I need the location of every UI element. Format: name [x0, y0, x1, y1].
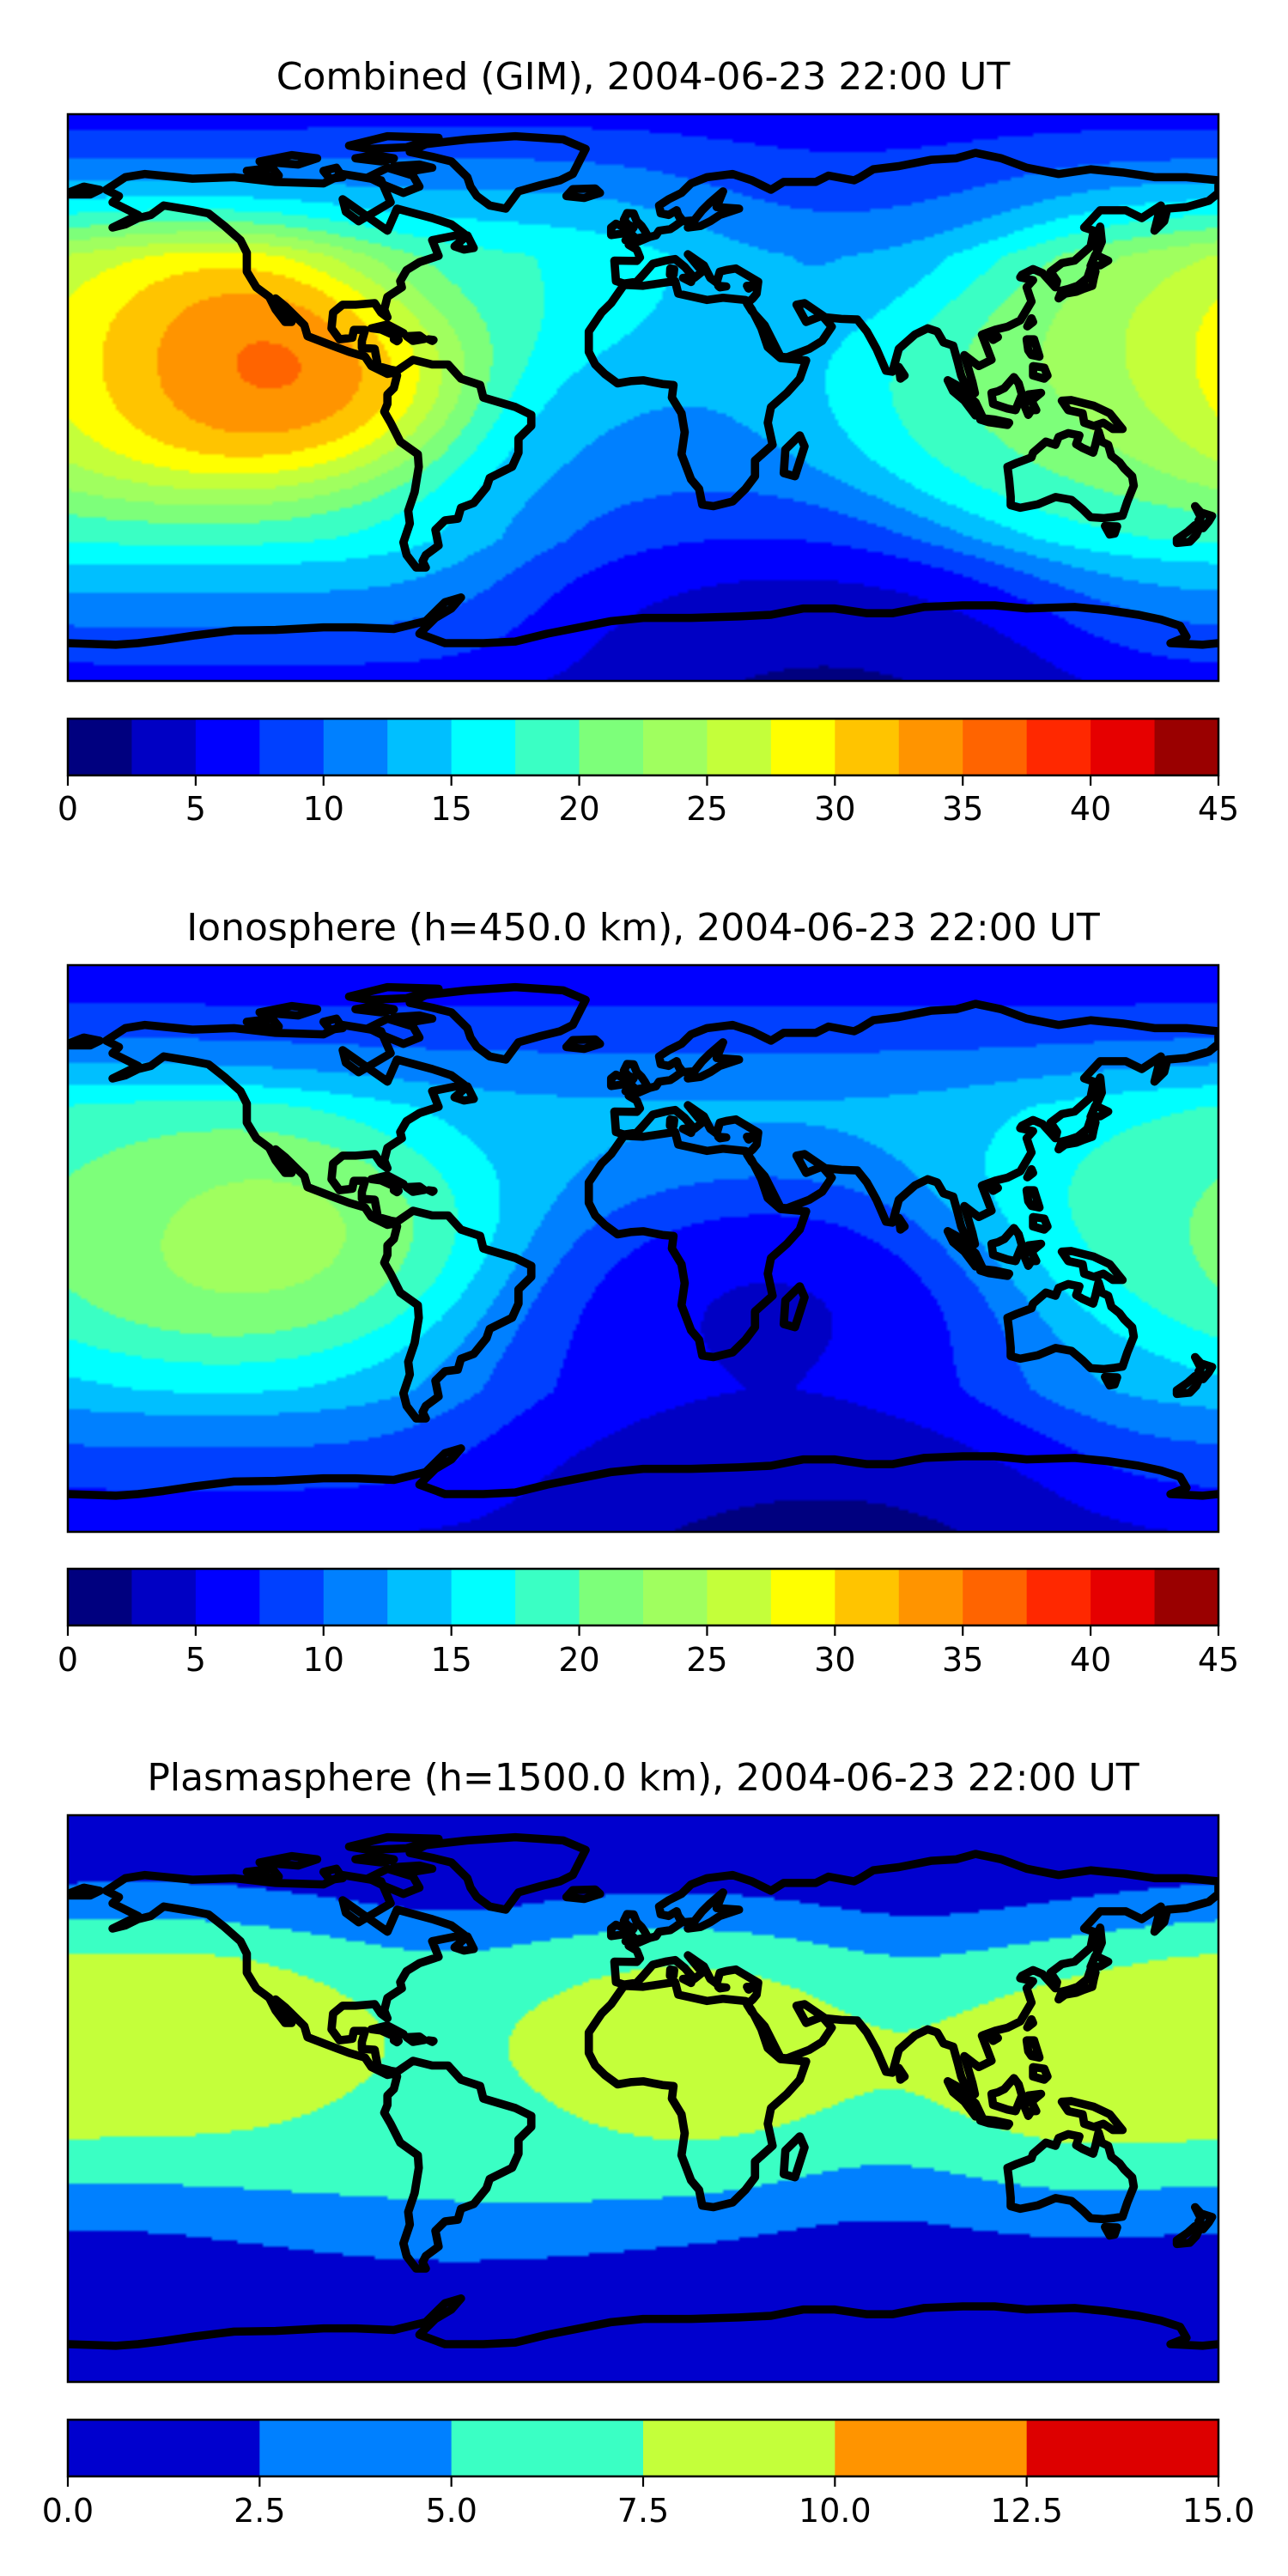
colorbar-bin [643, 2420, 835, 2476]
colorbar-tick-label: 0.0 [42, 2492, 94, 2530]
colorbar-bin [1026, 1569, 1091, 1625]
map-field [68, 114, 1218, 681]
colorbar-bin [707, 719, 772, 775]
colorbar-tick-label: 15 [430, 1641, 471, 1679]
colorbar-tick-label: 35 [942, 1641, 983, 1679]
colorbar-bin [68, 719, 133, 775]
colorbar-bin [963, 1569, 1028, 1625]
colorbar-bin [1154, 1569, 1219, 1625]
colorbar-bin [387, 1569, 453, 1625]
colorbar-bin [515, 1569, 580, 1625]
colorbar-bin [898, 1569, 963, 1625]
colorbar-bin [131, 1569, 197, 1625]
colorbar-bin [770, 719, 835, 775]
colorbar-tick-label: 30 [814, 790, 855, 828]
colorbar-tick-label: 10.0 [799, 2492, 872, 2530]
colorbar-bin [835, 1569, 900, 1625]
colorbar-bin [643, 719, 708, 775]
colorbar-bin [835, 2420, 1028, 2476]
colorbar-bin [643, 1569, 708, 1625]
colorbar-bin [387, 719, 453, 775]
colorbar: 0 5 10 15 20 25 30 35 40 45 [58, 1567, 1239, 1679]
colorbar-tick-label: 5 [185, 790, 206, 828]
colorbar-tick-label: 2.5 [234, 2492, 285, 2530]
colorbar-tick-label: 12.5 [990, 2492, 1063, 2530]
colorbar-bin [131, 719, 197, 775]
colorbar-tick-label: 0 [58, 1641, 78, 1679]
colorbar-tick-label: 20 [558, 1641, 599, 1679]
colorbar-bin [68, 1569, 133, 1625]
colorbar-tick-label: 30 [814, 1641, 855, 1679]
colorbar-tick-label: 40 [1070, 790, 1111, 828]
panel-title: Plasmasphere (h=1500.0 km), 2004-06-23 2… [147, 1756, 1139, 1800]
colorbar-bin [770, 1569, 835, 1625]
colorbar-bin [1091, 719, 1156, 775]
colorbar-bin [259, 719, 325, 775]
colorbar-bin [68, 2420, 260, 2476]
colorbar-bin [259, 2420, 453, 2476]
colorbar-bin [707, 1569, 772, 1625]
colorbar-tick-label: 5.0 [425, 2492, 477, 2530]
panel-1: Combined (GIM), 2004-06-23 22:00 UT 0 5 10 1… [58, 55, 1239, 828]
map-frame [66, 112, 1220, 683]
panel-2: Ionosphere (h=450.0 km), 2004-06-23 22:0… [58, 906, 1239, 1679]
colorbar-bin [259, 1569, 325, 1625]
colorbar-tick-label: 0 [58, 790, 78, 828]
colorbar-tick-label: 40 [1070, 1641, 1111, 1679]
colorbar-tick-label: 25 [686, 1641, 727, 1679]
colorbar-tick-label: 35 [942, 790, 983, 828]
colorbar-bin [451, 719, 516, 775]
colorbar-tick-label: 45 [1198, 790, 1239, 828]
colorbar-bin [323, 719, 388, 775]
map-frame [66, 963, 1220, 1534]
colorbar-bin [579, 719, 644, 775]
colorbar-bin [835, 719, 900, 775]
colorbar-bin [451, 1569, 516, 1625]
colorbar-tick-label: 7.5 [617, 2492, 669, 2530]
colorbar-tick-label: 15.0 [1182, 2492, 1255, 2530]
colorbar-tick-label: 15 [430, 790, 471, 828]
colorbar-bin [1091, 1569, 1156, 1625]
colorbar-frame [66, 1567, 1220, 1627]
colorbar-tick-label: 20 [558, 790, 599, 828]
colorbar-bin [195, 1569, 260, 1625]
panel-3: Plasmasphere (h=1500.0 km), 2004-06-23 2… [42, 1756, 1255, 2530]
colorbar: 0.0 2.5 5.0 7.5 10.0 12.5 15.0 [42, 2418, 1255, 2530]
panel-title: Ionosphere (h=450.0 km), 2004-06-23 22:0… [186, 906, 1100, 950]
colorbar-bin [323, 1569, 388, 1625]
map-field [68, 1815, 1218, 2382]
colorbar-bin [1154, 719, 1219, 775]
map-frame [66, 1814, 1220, 2384]
colorbar-bin [1026, 2420, 1219, 2476]
colorbar-bin [963, 719, 1028, 775]
colorbar-tick-label: 45 [1198, 1641, 1239, 1679]
map-field [68, 965, 1218, 1532]
colorbar-bin [195, 719, 260, 775]
colorbar-bin [1026, 719, 1091, 775]
panel-title: Combined (GIM), 2004-06-23 22:00 UT [276, 55, 1011, 99]
colorbar-tick-label: 10 [303, 1641, 344, 1679]
colorbar-bin [451, 2420, 644, 2476]
colorbar-bin [515, 719, 580, 775]
colorbar: 0 5 10 15 20 25 30 35 40 45 [58, 717, 1239, 828]
colorbar-tick-label: 10 [303, 790, 344, 828]
colorbar-frame [66, 717, 1220, 777]
colorbar-tick-label: 5 [185, 1641, 206, 1679]
colorbar-bin [579, 1569, 644, 1625]
colorbar-bin [898, 719, 963, 775]
colorbar-tick-label: 25 [686, 790, 727, 828]
